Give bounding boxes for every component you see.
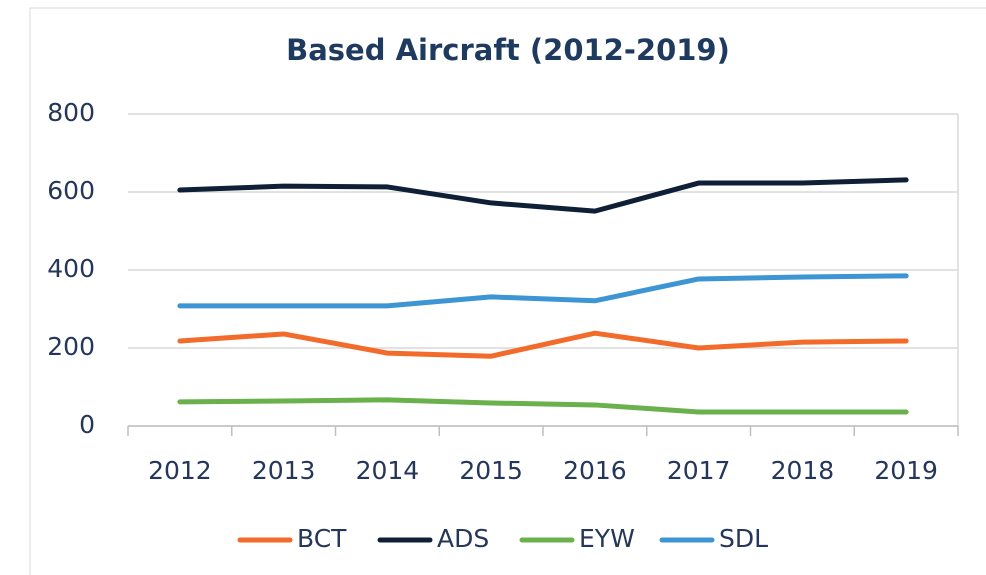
y-tick-label: 0 <box>79 410 95 439</box>
y-tick-label: 600 <box>47 176 95 205</box>
chart-title: Based Aircraft (2012-2019) <box>286 33 730 67</box>
series-line <box>177 273 909 309</box>
chart-border <box>29 7 986 575</box>
legend-label: EYW <box>579 524 635 553</box>
series-line <box>177 177 909 214</box>
series-line <box>177 397 909 415</box>
legend-label: BCT <box>297 524 347 553</box>
x-tick-label: 2016 <box>563 456 627 485</box>
legend-label: ADS <box>437 524 489 553</box>
x-tick-label: 2012 <box>148 456 212 485</box>
x-tick-label: 2014 <box>356 456 420 485</box>
x-tick-label: 2015 <box>459 456 523 485</box>
y-tick-label: 200 <box>47 332 95 361</box>
x-tick-label: 2017 <box>667 456 731 485</box>
y-tick-label: 800 <box>47 98 95 127</box>
x-tick-label: 2013 <box>252 456 316 485</box>
series-line <box>177 330 909 359</box>
y-tick-label: 400 <box>47 254 95 283</box>
x-tick-label: 2019 <box>874 456 938 485</box>
x-tick-label: 2018 <box>771 456 835 485</box>
legend-label: SDL <box>719 524 768 553</box>
